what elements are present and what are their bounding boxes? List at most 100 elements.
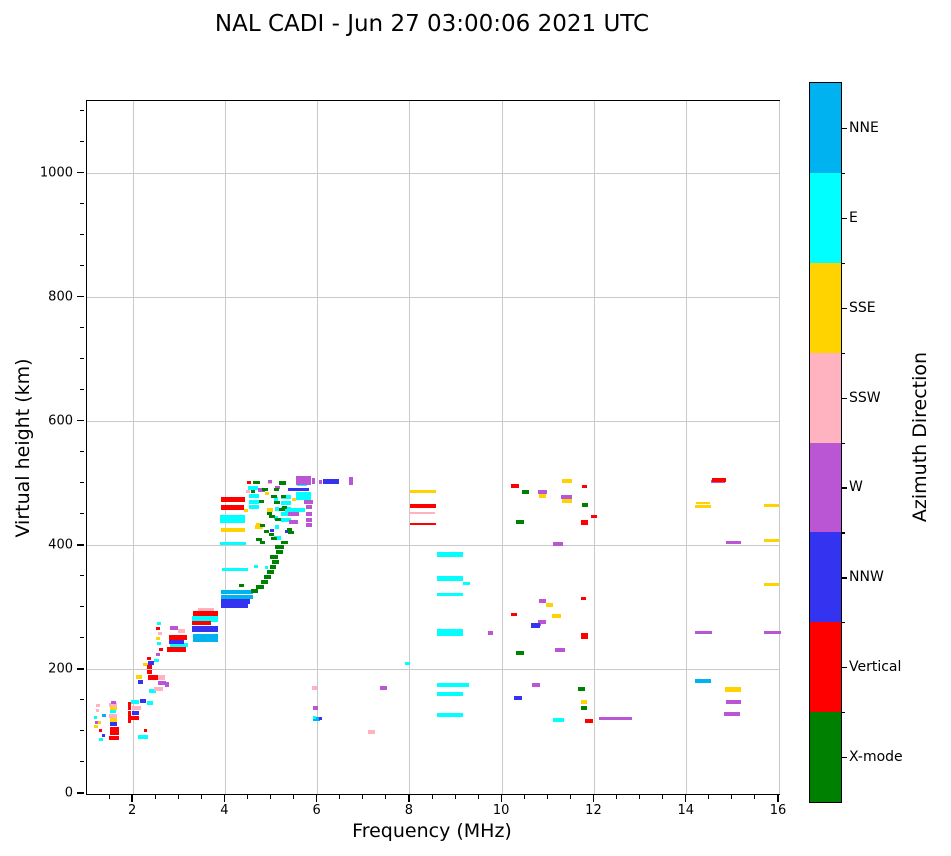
echo-segment-vertical — [109, 726, 119, 731]
x-axis-label: Frequency (MHz) — [352, 820, 512, 842]
echo-segment-sse — [764, 538, 780, 542]
y-tick-label: 400 — [48, 537, 73, 553]
colorbar-segment-ssw — [810, 352, 841, 443]
echo-segment-sse — [292, 497, 296, 501]
x-minor-tick — [431, 794, 433, 799]
echo-segment-e — [280, 501, 292, 506]
echo-segment-x-mode — [259, 500, 264, 504]
x-minor-tick — [177, 794, 179, 799]
x-major-tick — [685, 794, 687, 802]
x-minor-tick — [662, 794, 664, 799]
y-major-tick — [77, 295, 85, 298]
colorbar-segment-e — [810, 172, 841, 263]
echo-segment-x-mode — [288, 531, 295, 535]
echo-segment-x-mode — [264, 530, 269, 534]
colorbar-segment-sse — [810, 262, 841, 353]
echo-segment-ssw — [109, 703, 117, 708]
echo-segment-e — [254, 564, 259, 568]
echo-segment-nnw — [318, 717, 322, 721]
echo-segment-vertical — [148, 675, 159, 681]
echo-segment-sse — [255, 525, 264, 530]
echo-segment-vertical — [146, 669, 152, 674]
y-major-tick — [77, 792, 85, 794]
echo-segment-vertical — [166, 646, 187, 652]
echo-segment-vertical — [168, 634, 188, 640]
echo-segment-e — [146, 700, 153, 705]
echo-segment-w — [725, 700, 741, 705]
y-minor-tick — [80, 141, 85, 143]
x-major-tick — [500, 794, 502, 802]
echo-segment-x-mode — [281, 494, 286, 498]
echo-segment-vertical — [585, 719, 594, 724]
y-minor-tick — [80, 234, 85, 236]
echo-segment-nne — [193, 634, 219, 643]
echo-segment-sse — [98, 721, 102, 725]
colorbar-label-e: E — [849, 209, 858, 226]
echo-segment-vertical — [247, 481, 251, 485]
echo-segment-ssw — [109, 713, 118, 718]
y-gridline — [87, 669, 779, 671]
y-gridline — [87, 421, 779, 423]
y-major-tick — [77, 171, 85, 174]
echo-segment-sse — [243, 508, 249, 512]
echo-segment-x-mode — [239, 584, 244, 588]
echo-segment-w — [532, 682, 540, 687]
y-tick-label: 1000 — [39, 165, 73, 181]
echo-segment-sse — [156, 637, 161, 641]
echo-segment-x-mode — [261, 579, 269, 584]
colorbar-boundary-tick — [842, 352, 846, 354]
y-tick-label: 0 — [64, 785, 73, 801]
echo-segment-e — [280, 495, 292, 500]
echo-segment-w — [538, 620, 546, 625]
x-gridline — [132, 101, 134, 794]
echo-segment-x-mode — [269, 533, 274, 537]
echo-segment-ssw — [157, 632, 163, 636]
echo-segment-sse — [561, 498, 572, 503]
echo-segment-x-mode — [516, 651, 524, 656]
y-minor-tick — [80, 730, 85, 732]
x-major-tick — [131, 794, 133, 802]
colorbar-tick — [842, 397, 848, 399]
echo-segment-vertical — [582, 484, 588, 488]
x-minor-tick — [639, 794, 641, 799]
y-minor-tick — [80, 699, 85, 701]
echo-segment-nnw — [110, 721, 118, 726]
plot-area — [86, 100, 781, 795]
echo-segment-x-mode — [515, 519, 524, 524]
echo-segment-sse — [725, 687, 742, 693]
echo-segment-vertical — [220, 504, 244, 510]
echo-segment-x-mode — [580, 705, 588, 710]
colorbar-label-x-mode: X-mode — [849, 749, 903, 766]
y-minor-tick — [80, 482, 85, 484]
echo-segment-e — [157, 642, 162, 646]
x-major-tick — [592, 794, 595, 802]
echo-segment-x-mode — [253, 481, 260, 485]
echo-segment-w — [288, 511, 300, 516]
echo-segment-vertical — [127, 706, 132, 711]
echo-segment-e — [436, 576, 463, 582]
echo-segment-sse — [266, 507, 273, 512]
echo-segment-e — [436, 552, 463, 558]
colorbar-boundary-tick — [842, 172, 846, 175]
echo-segment-nnw — [323, 478, 340, 484]
echo-segment-w — [164, 681, 170, 687]
x-minor-tick — [339, 794, 341, 799]
x-minor-tick — [616, 794, 618, 799]
echo-segment-x-mode — [260, 524, 266, 528]
x-minor-tick — [200, 794, 202, 799]
echo-segment-x-mode — [269, 564, 277, 569]
echo-segment-e — [436, 713, 463, 718]
echo-segment-sse — [135, 675, 143, 680]
echo-segment-vertical — [192, 620, 211, 625]
colorbar-tick — [842, 757, 848, 759]
colorbar-boundary-tick — [842, 622, 846, 624]
echo-segment-sse — [538, 493, 547, 498]
echo-segment-sse — [695, 505, 712, 509]
y-minor-tick — [80, 606, 85, 608]
echo-segment-vertical — [98, 728, 102, 732]
echo-segment-vertical — [108, 736, 119, 741]
x-tick-label: 6 — [312, 803, 321, 818]
y-major-tick — [77, 420, 85, 422]
echo-segment-w — [94, 720, 99, 724]
x-major-tick — [777, 794, 779, 802]
